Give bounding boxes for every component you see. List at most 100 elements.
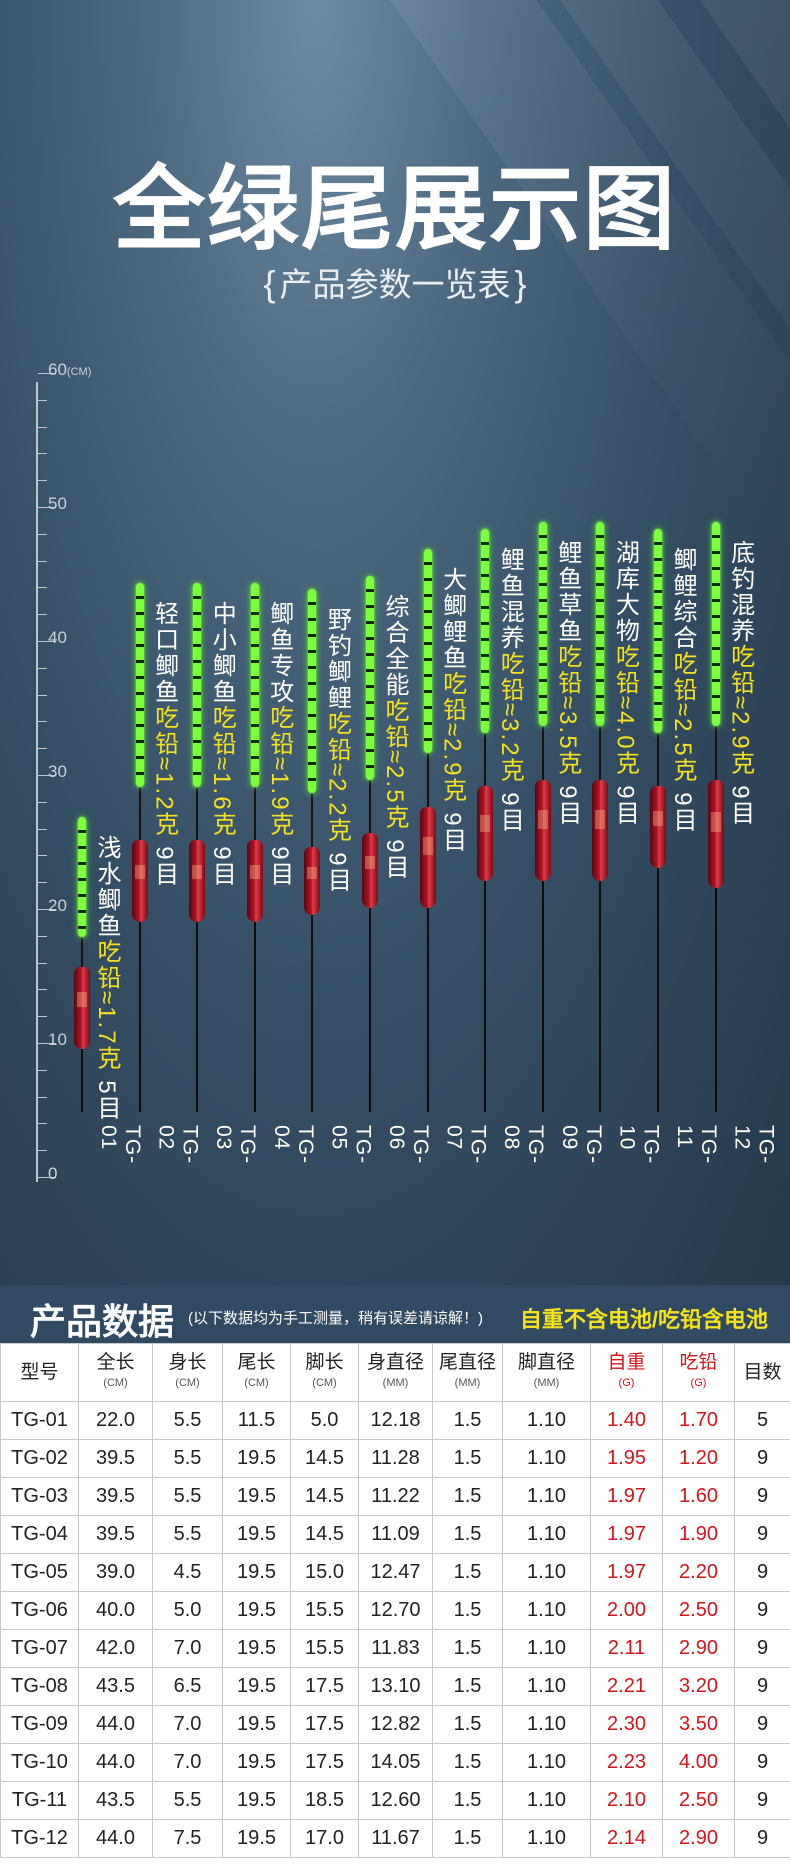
float-foot [138, 917, 141, 1112]
float-label: 大鲫鲤鱼吃铅≈2.9克 9目 [438, 567, 466, 854]
table-cell: 1.10 [502, 1591, 591, 1630]
float-mesh: 9目 [150, 837, 178, 888]
table-cell: 1.5 [432, 1401, 503, 1440]
ruler-tick [38, 614, 47, 616]
float-code: TG-01 [97, 1125, 144, 1165]
float-stem [138, 786, 141, 844]
table-row: TG-07 42.0 7.0 19.5 15.5 11.83 1.5 1.10 2.11 2.90… [0, 1629, 790, 1668]
table-row: TG-09 44.0 7.0 19.5 17.5 12.82 1.5 1.10 2.30 3.50… [0, 1705, 790, 1744]
table-cell: 19.5 [222, 1781, 291, 1820]
ruler-tick [38, 399, 47, 401]
table-cell: 15.5 [290, 1591, 359, 1630]
table-cell: 1.60 [662, 1477, 735, 1516]
float-mesh: 9目 [265, 837, 293, 888]
table-cell: 1.5 [432, 1553, 503, 1592]
table-cell: 1.5 [432, 1819, 503, 1858]
table-cell: 1.5 [432, 1629, 503, 1668]
float-mesh: 9目 [323, 843, 351, 894]
float-mesh: 5目 [93, 1071, 120, 1122]
table-cell: 7.0 [152, 1743, 223, 1782]
table-cell: 11.22 [358, 1477, 433, 1516]
ruler-label-10: 10 [48, 1030, 67, 1049]
table-cell: 18.5 [290, 1781, 359, 1820]
table-cell: TG-07 [0, 1629, 79, 1668]
float-lead: 吃铅≈3.5克 [553, 644, 581, 777]
table-cell: 1.10 [502, 1743, 591, 1782]
table-cell: 43.5 [78, 1781, 153, 1820]
table-header-cell: 脚直径 (MM) [502, 1343, 591, 1402]
float-code: TG-04 [269, 1125, 317, 1165]
float-lead: 吃铅≈4.0克 [611, 644, 639, 777]
header-unit: (CM) [244, 1376, 269, 1389]
table-cell: 1.10 [502, 1705, 591, 1744]
header-label: 型号 [20, 1361, 59, 1383]
table-cell: 19.5 [222, 1591, 291, 1630]
ruler-tick [38, 533, 47, 535]
float-stem [541, 726, 544, 784]
table-cell: 11.09 [358, 1515, 433, 1554]
table-cell: 1.40 [590, 1401, 663, 1440]
ruler-label-0: 0 [48, 1164, 58, 1183]
data-right-note: 自重不含电池/吃铅含电池 [519, 1307, 768, 1332]
float-code: TG-05 [327, 1125, 375, 1165]
table-cell: 44.0 [78, 1743, 153, 1782]
ruler-line [36, 382, 38, 1182]
float-stem [657, 732, 659, 791]
float-mesh: 9目 [611, 776, 639, 827]
table-cell: 1.10 [502, 1439, 591, 1478]
float-label: 鲫鱼专攻吃铅≈1.9克 9目 [265, 601, 293, 888]
ruler-label-50: 50 [48, 494, 67, 513]
float-glow-tail [596, 522, 605, 727]
ruler-tick [38, 801, 47, 803]
ruler-tick [38, 560, 47, 562]
table-row: TG-04 39.5 5.5 19.5 14.5 11.09 1.5 1.10 1.97 1.90… [0, 1515, 790, 1554]
table-header-cell: 尾直径 (MM) [432, 1343, 503, 1402]
table-cell: 2.90 [662, 1629, 735, 1668]
float-name: 湖库大物 [611, 540, 639, 645]
float-label: 野钓鲫鲤吃铅≈2.2克 9目 [322, 607, 350, 894]
table-cell: 17.5 [290, 1743, 359, 1782]
float-foot [253, 917, 256, 1112]
table-cell: 5.0 [290, 1401, 359, 1440]
float-code: TG-06 [385, 1125, 432, 1165]
float-label: 中小鲫鱼吃铅≈1.6克 9目 [207, 601, 235, 888]
float-body [650, 786, 666, 869]
table-row: TG-12 44.0 7.5 19.5 17.0 11.67 1.5 1.10 2.14 2.90… [0, 1819, 790, 1858]
table-cell: 7.5 [152, 1819, 223, 1858]
table-cell: 1.97 [590, 1553, 663, 1592]
table-header-cell: 型号 [0, 1343, 79, 1402]
ruler-tick [38, 828, 47, 830]
table-cell: 2.30 [590, 1705, 663, 1744]
table-cell: 1.5 [432, 1705, 503, 1744]
float-glow-tail [250, 582, 259, 787]
table-cell: 1.10 [502, 1553, 591, 1592]
table-cell: 14.5 [290, 1477, 359, 1516]
float-lead: 吃铅≈1.2克 [150, 704, 178, 838]
ruler-tick [38, 1043, 56, 1044]
float-glow-tail [78, 817, 86, 938]
table-header-cell: 身直径 (MM) [358, 1343, 433, 1402]
table-cell: 40.0 [78, 1591, 153, 1630]
table-row: TG-10 44.0 7.0 19.5 17.5 14.05 1.5 1.10 2.23 4.00… [0, 1743, 790, 1782]
float-foot [196, 917, 199, 1112]
table-cell: 5.5 [152, 1439, 223, 1478]
table-cell: 42.0 [78, 1629, 153, 1668]
table-cell: 5.5 [152, 1781, 223, 1820]
float-glow-tail [538, 522, 547, 727]
float-stem [81, 937, 83, 972]
float-body [534, 779, 551, 882]
table-cell: TG-01 [0, 1401, 79, 1440]
header-unit: (G) [618, 1376, 635, 1389]
header-label: 脚长 [305, 1351, 344, 1373]
table-cell: 12.60 [358, 1781, 433, 1820]
float-glow-tail [654, 529, 662, 733]
table-cell: 1.5 [432, 1439, 503, 1478]
float-name: 鲫鲤综合 [669, 547, 696, 652]
float-mesh: 9目 [726, 776, 754, 827]
float-name: 综合全能 [381, 594, 408, 698]
spec-table: 型号 全长 (CM) 身长 (CM) 尾长 (CM) 脚长 (CM) 身直径 (MM) 尾直径 (MM)… [0, 1343, 790, 1858]
table-cell: 19.5 [222, 1667, 291, 1706]
table-cell: 22.0 [78, 1401, 153, 1440]
table-cell: 5.5 [152, 1477, 223, 1516]
float-lead: 吃铅≈2.5克 [381, 698, 408, 831]
